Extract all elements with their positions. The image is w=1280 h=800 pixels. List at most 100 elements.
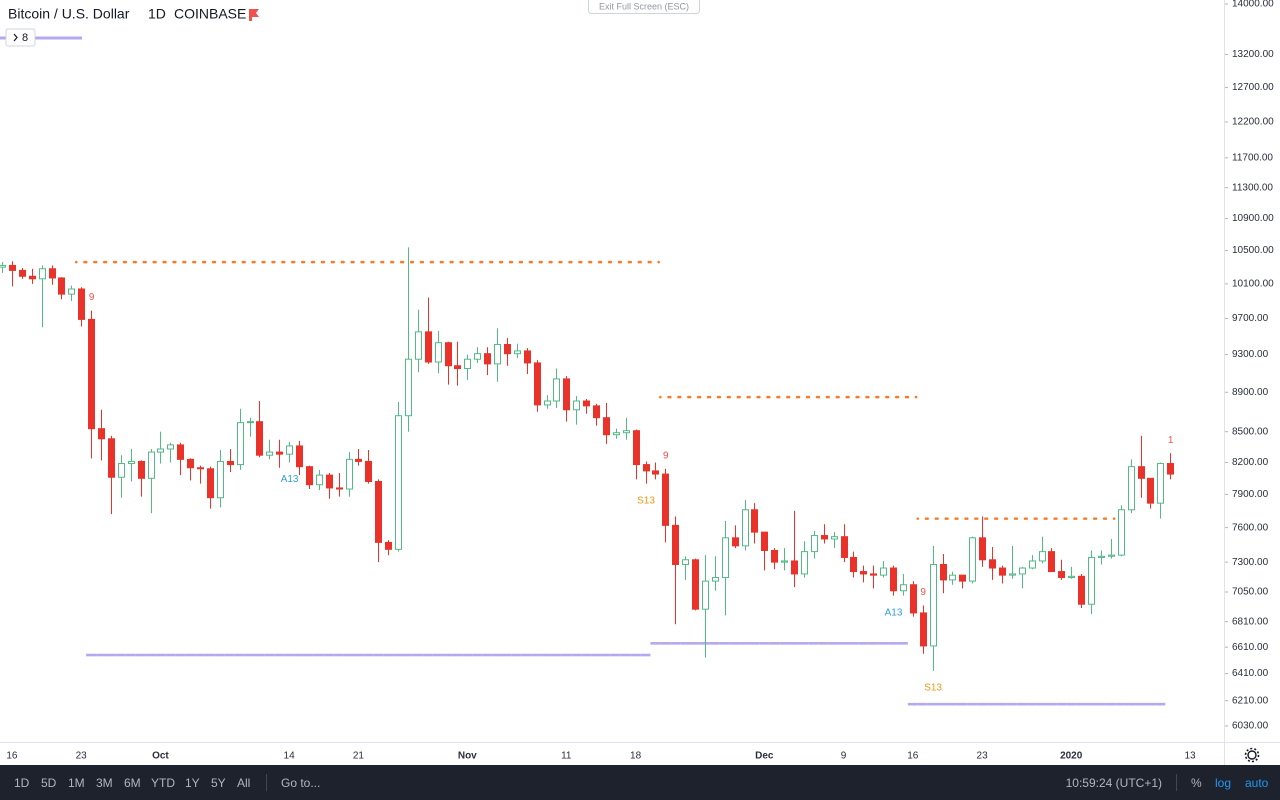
clock: 10:59:24 (UTC+1) xyxy=(1065,776,1162,790)
candle-body xyxy=(395,415,402,550)
candle-body xyxy=(524,350,531,364)
candle-body xyxy=(672,524,679,565)
candle-body xyxy=(593,405,600,419)
candle-body xyxy=(662,473,669,526)
range-button[interactable]: 3M xyxy=(96,776,113,790)
goto-button[interactable]: Go to... xyxy=(281,776,321,790)
candle-body xyxy=(68,288,75,295)
candle-body xyxy=(118,463,125,478)
candle-body xyxy=(751,509,758,533)
exchange: COINBASE xyxy=(174,6,246,22)
range-button[interactable]: 1M xyxy=(68,776,85,790)
candle-body xyxy=(791,560,798,575)
y-tick-label: 7300.00 xyxy=(1232,557,1269,568)
toggle-box xyxy=(5,28,36,47)
y-tick-label: 8900.00 xyxy=(1232,387,1269,398)
signal-label: 1 xyxy=(1168,435,1174,446)
candle-body xyxy=(346,458,353,490)
x-tick-label: 11 xyxy=(561,751,572,762)
candle-body xyxy=(296,445,303,468)
signal-label: 9 xyxy=(920,587,926,598)
y-tick-label: 7050.00 xyxy=(1232,587,1269,598)
candle-body xyxy=(237,422,244,466)
candle-body xyxy=(445,342,452,367)
chart-background xyxy=(0,0,1280,765)
y-tick-label: 8200.00 xyxy=(1232,457,1269,468)
candle-body xyxy=(1058,571,1065,579)
gear-teeth xyxy=(1244,747,1260,763)
x-tick-label: Nov xyxy=(458,751,477,762)
candle-body xyxy=(860,571,867,575)
candle-body xyxy=(375,481,382,543)
indicators-toggle[interactable]: 8 xyxy=(5,28,36,47)
candle-body xyxy=(1068,575,1075,579)
percent-toggle[interactable]: % xyxy=(1191,776,1202,790)
candle-body xyxy=(544,400,551,406)
candle-body xyxy=(1098,555,1105,558)
candle-body xyxy=(959,574,966,582)
range-button[interactable]: 5Y xyxy=(211,776,226,790)
range-button[interactable]: 1Y xyxy=(185,776,200,790)
candle-body xyxy=(1147,477,1154,504)
range-button[interactable]: 1D xyxy=(14,776,30,790)
settings-button[interactable] xyxy=(1244,747,1260,763)
candle-body xyxy=(306,466,313,486)
candle-body xyxy=(870,573,877,576)
signal-label: 9 xyxy=(89,292,95,303)
log-toggle[interactable]: log xyxy=(1215,776,1232,790)
candle-body xyxy=(949,574,956,581)
range-button[interactable]: 6M xyxy=(124,776,141,790)
symbol: Bitcoin / U.S. Dollar xyxy=(8,6,130,22)
candle-body xyxy=(316,474,323,486)
candle-body xyxy=(692,559,699,610)
y-tick-label: 9300.00 xyxy=(1232,349,1269,360)
candle-body xyxy=(29,275,36,280)
y-tick-label: 11300.00 xyxy=(1232,182,1273,193)
candle-body xyxy=(266,451,273,456)
candle-body xyxy=(157,448,164,453)
x-tick-label: 9 xyxy=(841,751,847,762)
auto-toggle[interactable]: auto xyxy=(1245,776,1269,790)
candle-body xyxy=(930,563,937,647)
candle-body xyxy=(148,451,155,479)
candle-body xyxy=(880,567,887,576)
candle-body xyxy=(999,567,1006,576)
y-tick-label: 12700.00 xyxy=(1232,82,1274,93)
candle-body xyxy=(88,318,95,430)
y-tick-label: 6410.00 xyxy=(1232,668,1269,679)
candle-body xyxy=(603,417,610,436)
candle-body xyxy=(207,468,214,499)
candle-body xyxy=(652,470,659,475)
range-button[interactable]: All xyxy=(237,776,251,790)
candle-body xyxy=(98,428,105,440)
candle-body xyxy=(138,460,145,479)
candle-body xyxy=(128,460,135,465)
candle-body xyxy=(39,268,46,280)
candle-body xyxy=(732,537,739,547)
candle-body xyxy=(969,537,976,582)
candle-body xyxy=(167,444,174,450)
signal-label: S13 xyxy=(924,683,942,694)
interval: 1D xyxy=(148,6,166,22)
y-tick-label: 6210.00 xyxy=(1232,695,1269,706)
x-tick-label: 16 xyxy=(6,751,18,762)
candle-body xyxy=(454,365,461,370)
y-tick-label: 7600.00 xyxy=(1232,522,1269,533)
x-tick-label: 14 xyxy=(284,751,296,762)
candle-body xyxy=(890,567,897,592)
signal-label: A13 xyxy=(885,607,903,618)
candle-body xyxy=(484,353,491,365)
candle-body xyxy=(712,577,719,582)
candle-body xyxy=(355,458,362,462)
candle-body xyxy=(771,549,778,563)
gear-ring xyxy=(1247,750,1257,760)
candle-body xyxy=(613,432,620,436)
candle-body xyxy=(385,541,392,550)
candle-body xyxy=(1138,466,1145,479)
range-button[interactable]: 5D xyxy=(41,776,57,790)
candle-body xyxy=(682,559,689,565)
exit-fullscreen[interactable]: Exit Full Screen (ESC) xyxy=(588,0,700,14)
candle-body xyxy=(850,556,857,573)
x-tick-label: 13 xyxy=(1184,751,1196,762)
range-button[interactable]: YTD xyxy=(151,776,175,790)
